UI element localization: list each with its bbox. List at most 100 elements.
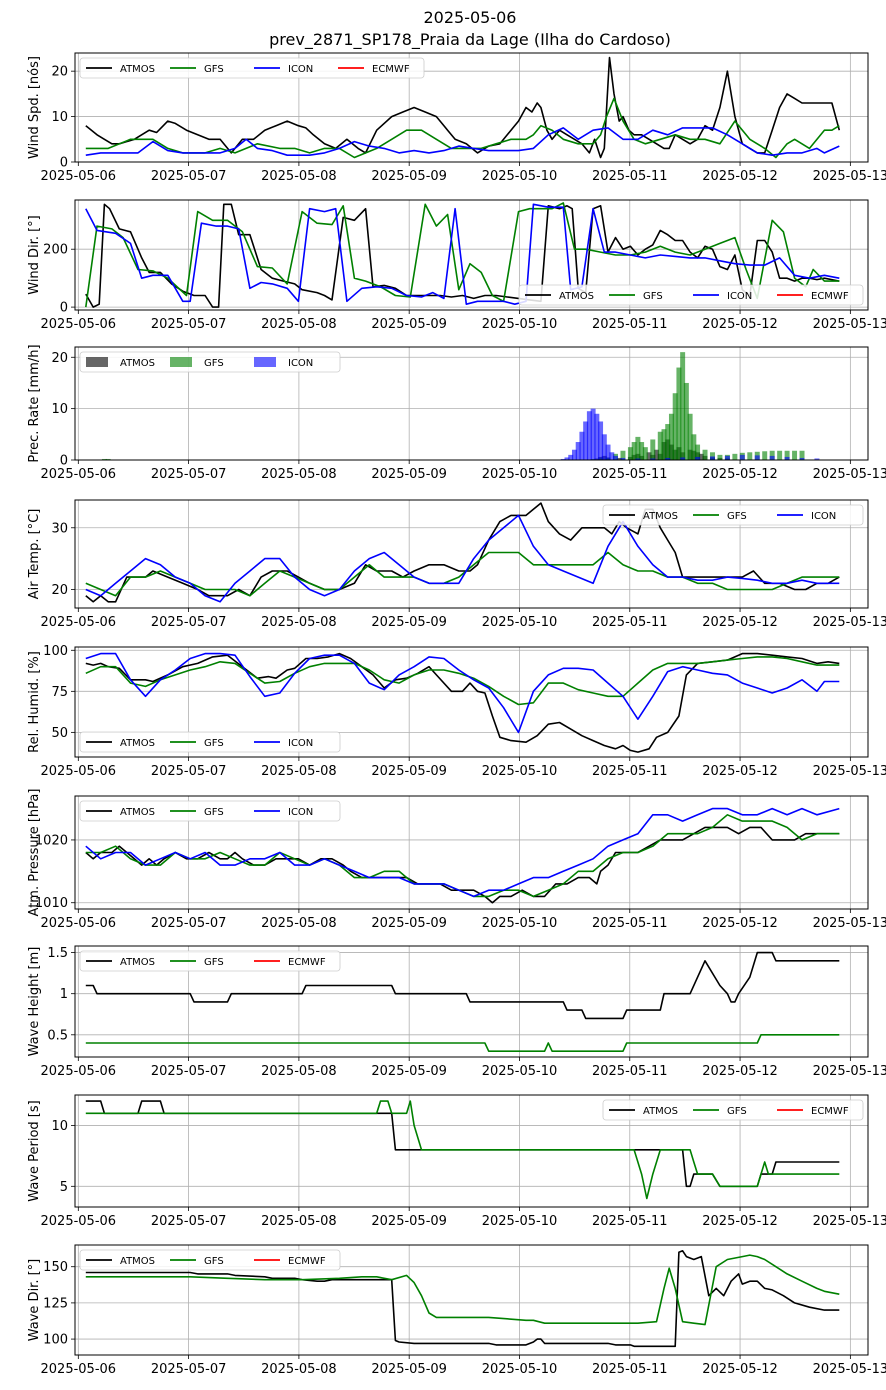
x-tick-label: 2025-05-12 bbox=[702, 764, 778, 779]
bar-icon bbox=[724, 455, 730, 460]
y-tick-label: 0.5 bbox=[47, 1028, 68, 1043]
bar-icon bbox=[739, 454, 745, 460]
x-tick-label: 2025-05-10 bbox=[482, 916, 558, 931]
x-tick-label: 2025-05-13 bbox=[813, 1214, 886, 1229]
bar-icon bbox=[586, 411, 592, 460]
panel-data bbox=[85, 56, 841, 159]
bar-icon bbox=[799, 457, 805, 460]
x-tick-label: 2025-05-12 bbox=[702, 317, 778, 332]
x-tick-label: 2025-05-10 bbox=[482, 317, 558, 332]
x-tick-label: 2025-05-08 bbox=[261, 615, 337, 630]
bar-icon bbox=[635, 458, 641, 460]
y-tick-label: 20 bbox=[51, 351, 68, 366]
panel-frame bbox=[74, 1244, 869, 1356]
legend-label-atmos: ATMOS bbox=[120, 807, 155, 818]
bar-gfs bbox=[747, 452, 753, 460]
bar-gfs bbox=[657, 431, 663, 460]
y-axis-label: Wind Spd. [nós] bbox=[27, 56, 42, 159]
x-tick-label: 2025-05-13 bbox=[813, 467, 886, 482]
chart-panel-6: 2025-05-06 2025-05-07 2025-05-08 2025-05-09… bbox=[27, 789, 886, 931]
legend-box bbox=[518, 284, 864, 306]
x-tick-label: 2025-05-10 bbox=[482, 467, 558, 482]
y-tick-label: 20 bbox=[51, 65, 68, 80]
legend-label-gfs: GFS bbox=[204, 358, 224, 369]
bar-gfs bbox=[665, 424, 671, 460]
bar-gfs bbox=[668, 413, 674, 460]
legend-label-gfs: GFS bbox=[643, 291, 663, 302]
x-tick-label: 2025-05-11 bbox=[592, 169, 668, 184]
bar-icon bbox=[601, 434, 607, 460]
x-tick-label: 2025-05-11 bbox=[592, 317, 668, 332]
bar-icon bbox=[590, 408, 596, 460]
y-tick-label: 1.5 bbox=[47, 946, 68, 961]
x-tick-label: 2025-05-07 bbox=[151, 317, 227, 332]
x-tick-label: 2025-05-11 bbox=[592, 916, 668, 931]
legend-box bbox=[79, 1249, 341, 1271]
x-tick-label: 2025-05-07 bbox=[151, 1362, 227, 1377]
y-tick-label: 50 bbox=[51, 726, 68, 741]
x-tick-label: 2025-05-13 bbox=[813, 615, 886, 630]
y-tick-label: 125 bbox=[43, 1296, 68, 1311]
x-tick-label: 2025-05-12 bbox=[702, 1214, 778, 1229]
x-tick-label: 2025-05-08 bbox=[261, 467, 337, 482]
x-tick-label: 2025-05-08 bbox=[261, 764, 337, 779]
figure-title: 2025-05-06 bbox=[424, 8, 517, 27]
bar-gfs bbox=[777, 450, 783, 460]
bar-gfs bbox=[695, 444, 701, 460]
series-line-icon bbox=[85, 203, 840, 305]
bar-gfs bbox=[631, 442, 637, 460]
bar-icon bbox=[609, 452, 615, 460]
y-tick-label: 100 bbox=[43, 1333, 68, 1348]
y-tick-label: 1010 bbox=[35, 896, 68, 911]
legend-label-atmos: ATMOS bbox=[120, 738, 155, 749]
bar-icon bbox=[665, 457, 671, 460]
bar-icon bbox=[594, 413, 600, 460]
bar-gfs bbox=[784, 450, 790, 460]
x-tick-label: 2025-05-07 bbox=[151, 169, 227, 184]
legend-label-gfs: GFS bbox=[204, 64, 224, 75]
legend: ATMOS GFS ICON ECMWF bbox=[518, 284, 864, 306]
y-axis-label: Prec. Rate [mm/h] bbox=[27, 344, 42, 462]
panel-frame bbox=[74, 346, 869, 461]
x-tick-label: 2025-05-10 bbox=[482, 615, 558, 630]
x-tick-label: 2025-05-13 bbox=[813, 169, 886, 184]
bar-icon bbox=[680, 457, 686, 460]
x-tick-label: 2025-05-11 bbox=[592, 615, 668, 630]
legend: ATMOS GFS ICON bbox=[79, 731, 341, 753]
panel-frame bbox=[74, 199, 869, 311]
x-tick-label: 2025-05-10 bbox=[482, 1362, 558, 1377]
legend: ATMOS GFS ICON ECMWF bbox=[79, 57, 425, 79]
legend-box bbox=[79, 950, 341, 972]
series-line-atmos bbox=[85, 56, 841, 159]
x-tick-label: 2025-05-11 bbox=[592, 1214, 668, 1229]
x-tick-label: 2025-05-12 bbox=[702, 1362, 778, 1377]
legend-label-gfs: GFS bbox=[204, 807, 224, 818]
x-tick-label: 2025-05-10 bbox=[482, 169, 558, 184]
y-tick-label: 1020 bbox=[35, 833, 68, 848]
legend-label-atmos: ATMOS bbox=[120, 957, 155, 968]
legend-box bbox=[602, 504, 864, 526]
bar-gfs bbox=[676, 367, 682, 460]
chart-panels: 2025-05-06 2025-05-07 2025-05-08 2025-05-09… bbox=[27, 52, 886, 1377]
y-axis-label: Wave Dir. [°] bbox=[27, 1259, 42, 1342]
chart-panel-8: 2025-05-06 2025-05-07 2025-05-08 2025-05-09… bbox=[27, 1094, 886, 1229]
legend-label-icon: ICON bbox=[288, 64, 313, 75]
legend-box bbox=[602, 1099, 864, 1121]
legend: ATMOS GFS ECMWF bbox=[79, 1249, 341, 1271]
y-axis-label: Air Temp. [°C] bbox=[27, 509, 42, 600]
bar-icon bbox=[575, 442, 581, 460]
y-tick-label: 1 bbox=[60, 987, 68, 1002]
series-line-icon bbox=[85, 514, 840, 603]
x-tick-label: 2025-05-08 bbox=[261, 1214, 337, 1229]
bar-icon bbox=[579, 431, 585, 460]
x-tick-label: 2025-05-07 bbox=[151, 1064, 227, 1079]
legend-label-atmos: ATMOS bbox=[643, 511, 678, 522]
x-tick-label: 2025-05-13 bbox=[813, 317, 886, 332]
legend-label-ecmwf: ECMWF bbox=[372, 64, 410, 75]
y-axis-label: Wave Period [s] bbox=[27, 1100, 42, 1201]
bar-gfs bbox=[650, 439, 656, 460]
x-tick-label: 2025-05-12 bbox=[702, 615, 778, 630]
panel-data bbox=[85, 502, 840, 603]
x-tick-label: 2025-05-12 bbox=[702, 916, 778, 931]
